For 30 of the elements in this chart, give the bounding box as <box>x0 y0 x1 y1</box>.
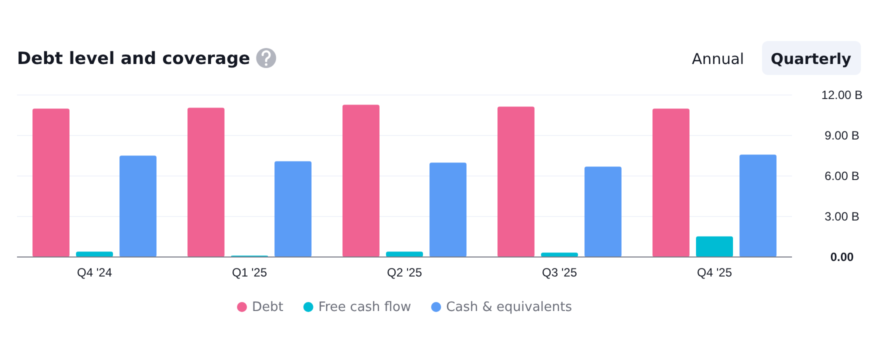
bar <box>342 104 380 257</box>
x-tick-label: Q3 '25 <box>542 266 578 280</box>
legend-label: Free cash flow <box>318 300 412 315</box>
bar <box>120 156 156 257</box>
y-tick-label: 12.00 B <box>821 88 863 102</box>
x-tick-label: Q4 '24 <box>77 266 112 280</box>
x-tick-label: Q1 '25 <box>232 266 268 280</box>
legend-label: Debt <box>252 300 284 315</box>
text: Annual <box>692 50 744 68</box>
bar <box>498 106 534 257</box>
bar <box>274 161 312 257</box>
bar <box>430 162 466 257</box>
x-tick-label: Q4 '25 <box>697 266 732 280</box>
y-tick-label: 3.00 B <box>824 209 860 224</box>
bar <box>740 154 776 257</box>
bar <box>188 108 224 257</box>
bar <box>76 252 113 257</box>
bar <box>541 252 578 257</box>
x-tick-label: Q2 '25 <box>387 266 422 280</box>
text: Quarterly <box>770 50 852 68</box>
bar <box>584 166 622 257</box>
bar <box>32 108 70 257</box>
chart-title: Debt level and coverage <box>17 49 250 69</box>
legend-label: Cash & equivalents <box>446 300 572 315</box>
y-tick-label: 6.00 B <box>824 168 860 183</box>
bar <box>696 236 733 257</box>
y-tick-label: 0.00 <box>830 250 854 264</box>
bar <box>652 108 690 257</box>
y-tick-label: 9.00 B <box>824 128 860 142</box>
bar <box>386 252 423 257</box>
